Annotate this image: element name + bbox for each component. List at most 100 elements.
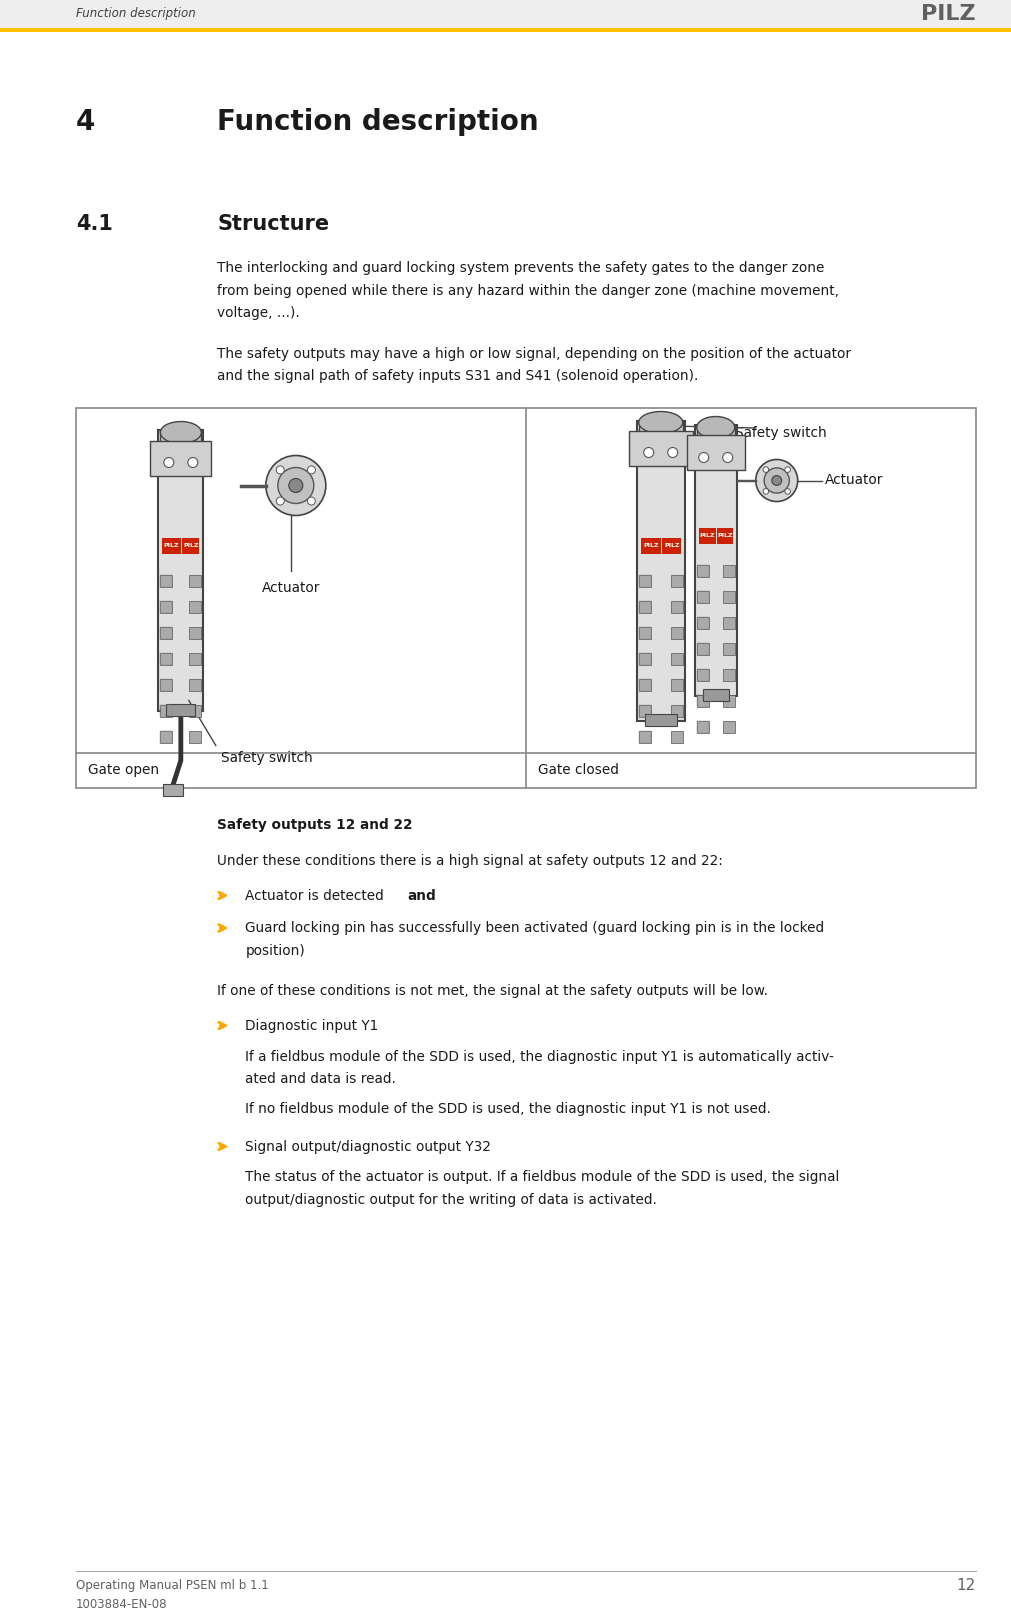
Circle shape [763, 489, 768, 494]
Bar [639, 705, 651, 716]
Circle shape [785, 489, 791, 494]
Bar [697, 695, 709, 706]
Text: Safety outputs 12 and 22: Safety outputs 12 and 22 [217, 817, 412, 832]
Bar [639, 679, 651, 690]
Bar [723, 642, 735, 655]
Bar [639, 626, 651, 639]
Bar [189, 653, 201, 665]
Bar [703, 689, 729, 700]
Text: voltage, ...).: voltage, ...). [217, 306, 300, 320]
Bar [670, 600, 682, 613]
Bar [697, 425, 735, 441]
Text: Actuator: Actuator [825, 473, 883, 488]
Circle shape [307, 467, 315, 475]
Text: The status of the actuator is output. If a fieldbus module of the SDD is used, t: The status of the actuator is output. If… [246, 1170, 840, 1184]
Bar [629, 431, 693, 465]
Text: 4: 4 [76, 108, 95, 137]
Bar [639, 705, 651, 716]
Bar [670, 574, 682, 587]
Text: 12: 12 [956, 1578, 976, 1593]
Bar [161, 600, 172, 613]
Bar [163, 537, 181, 553]
Bar [182, 537, 199, 553]
Bar [639, 626, 651, 639]
Bar [697, 591, 709, 602]
Text: from being opened while there is any hazard within the danger zone (machine move: from being opened while there is any haz… [217, 283, 839, 298]
Text: PILZ: PILZ [718, 533, 733, 537]
Bar [161, 653, 172, 665]
Text: ated and data is read.: ated and data is read. [246, 1072, 396, 1086]
Circle shape [764, 468, 790, 492]
Text: Actuator: Actuator [262, 581, 320, 594]
Bar [723, 591, 735, 602]
Bar [161, 574, 172, 587]
Circle shape [699, 452, 709, 462]
Text: Under these conditions there is a high signal at safety outputs 12 and 22:: Under these conditions there is a high s… [217, 854, 723, 869]
Bar [161, 679, 172, 690]
Bar [161, 679, 172, 690]
Bar [639, 574, 651, 587]
Text: Actuator is detected: Actuator is detected [246, 890, 388, 903]
Bar [699, 528, 716, 544]
Text: and: and [407, 890, 436, 903]
Circle shape [763, 467, 768, 473]
Bar [697, 565, 709, 576]
Bar [697, 721, 709, 732]
Bar [161, 626, 172, 639]
Text: and the signal path of safety inputs S31 and S41 (solenoid operation).: and the signal path of safety inputs S31… [217, 368, 699, 383]
Bar [723, 565, 735, 576]
Text: PILZ: PILZ [164, 542, 179, 549]
Ellipse shape [161, 422, 201, 444]
Bar [670, 730, 682, 742]
Bar [0, 27, 1011, 32]
Circle shape [644, 447, 654, 457]
Bar [151, 441, 211, 476]
Bar [161, 705, 172, 716]
Text: Signal output/diagnostic output Y32: Signal output/diagnostic output Y32 [246, 1141, 491, 1154]
Bar [189, 705, 201, 716]
Bar [161, 600, 172, 613]
Text: 4.1: 4.1 [76, 214, 112, 233]
Text: Diagnostic input Y1: Diagnostic input Y1 [246, 1018, 378, 1033]
Text: Safety switch: Safety switch [735, 426, 827, 439]
Bar [670, 679, 682, 690]
Bar [637, 420, 684, 721]
Bar [159, 431, 203, 711]
Bar [167, 703, 195, 716]
Bar [662, 537, 680, 553]
Text: Gate open: Gate open [88, 764, 159, 777]
Bar [639, 420, 682, 436]
Text: If no fieldbus module of the SDD is used, the diagnostic input Y1 is not used.: If no fieldbus module of the SDD is used… [246, 1102, 771, 1117]
Bar [161, 705, 172, 716]
Text: Guard locking pin has successfully been activated (guard locking pin is in the l: Guard locking pin has successfully been … [246, 922, 825, 935]
Text: 1003884-EN-08: 1003884-EN-08 [76, 1598, 168, 1609]
Bar [670, 653, 682, 665]
Text: Operating Manual PSEN ml b 1.1: Operating Manual PSEN ml b 1.1 [76, 1578, 269, 1591]
Bar [697, 642, 709, 655]
Bar [161, 431, 201, 446]
Bar [645, 713, 676, 726]
Circle shape [266, 455, 326, 515]
Bar [697, 616, 709, 629]
Bar [639, 653, 651, 665]
Bar [161, 626, 172, 639]
Bar [697, 695, 709, 706]
Bar [717, 528, 733, 544]
Bar [189, 600, 201, 613]
Ellipse shape [639, 412, 682, 433]
Text: Function description: Function description [217, 108, 539, 137]
Text: PILZ: PILZ [700, 533, 715, 537]
Bar [697, 591, 709, 602]
Bar [639, 574, 651, 587]
Bar [189, 626, 201, 639]
Text: PILZ: PILZ [643, 542, 658, 549]
Bar [723, 695, 735, 706]
Bar [697, 565, 709, 576]
Bar [189, 574, 201, 587]
Circle shape [755, 460, 798, 502]
Bar [639, 653, 651, 665]
Bar [670, 626, 682, 639]
Bar [723, 721, 735, 732]
Text: PILZ: PILZ [921, 3, 976, 24]
Bar [639, 730, 651, 742]
